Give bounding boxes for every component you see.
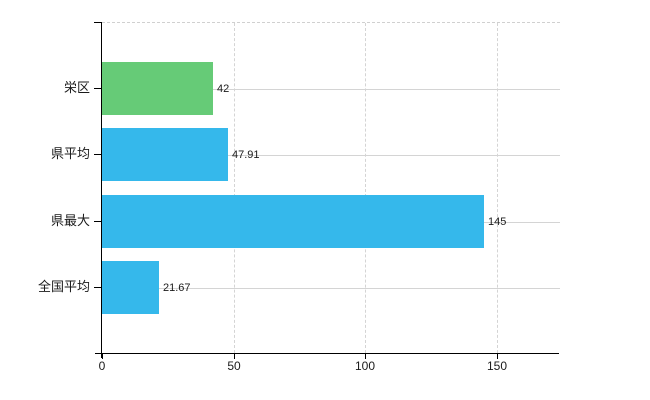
category-label: 栄区 xyxy=(63,80,90,95)
bar xyxy=(102,195,484,248)
y-tick-mark xyxy=(94,221,102,222)
bar-value-label: 21.67 xyxy=(163,282,191,294)
x-tick-mark xyxy=(365,353,366,359)
x-tick-label: 0 xyxy=(98,359,106,373)
x-tick-label: 50 xyxy=(227,359,241,373)
x-tick-mark xyxy=(497,353,498,359)
category-label: 県最大 xyxy=(50,213,90,228)
bar-value-label: 42 xyxy=(217,83,230,95)
category-label: 県平均 xyxy=(50,146,90,161)
y-tick-mark xyxy=(94,88,102,89)
bar xyxy=(102,128,228,181)
bar-value-label: 47.91 xyxy=(232,149,260,161)
x-axis-line xyxy=(95,353,559,354)
category-gridline xyxy=(102,155,560,156)
category-gridline xyxy=(102,288,560,289)
x-tick-mark xyxy=(102,353,103,359)
y-axis-line xyxy=(101,22,102,358)
x-gridline xyxy=(497,23,498,353)
bar xyxy=(102,261,159,314)
y-axis-top-tick xyxy=(94,22,102,23)
x-tick-label: 100 xyxy=(354,359,376,373)
category-gridline xyxy=(102,89,560,90)
bar-value-label: 145 xyxy=(488,216,507,228)
x-gridline xyxy=(365,23,366,353)
category-label: 全国平均 xyxy=(37,279,90,294)
bar xyxy=(102,62,213,115)
plot-area: 42 47.91 145 21.67 xyxy=(102,22,560,353)
x-gridline xyxy=(234,23,235,353)
x-tick-mark xyxy=(234,353,235,359)
y-tick-mark xyxy=(94,154,102,155)
y-tick-mark xyxy=(94,287,102,288)
x-tick-label: 150 xyxy=(486,359,508,373)
